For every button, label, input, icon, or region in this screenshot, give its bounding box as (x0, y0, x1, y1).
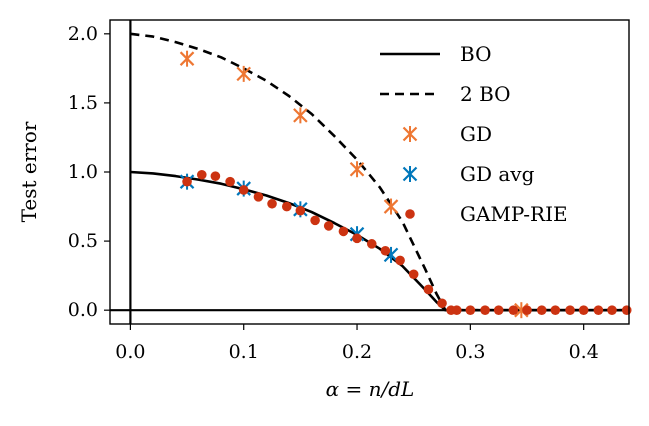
point-gamp-rie-1 (196, 169, 207, 180)
point-gamp-rie-17 (423, 284, 434, 295)
legend-swatch-gamp-rie (405, 209, 415, 219)
point-gd-2 (293, 107, 308, 124)
point-gamp-rie-6 (267, 198, 277, 209)
legend-swatch-gd-avg (402, 166, 418, 182)
point-gamp-rie-11 (338, 226, 349, 237)
point-gamp-rie-29 (578, 305, 589, 315)
y-axis-label: Test error (17, 121, 41, 222)
y-tick-label-3: 1.5 (68, 92, 98, 114)
x-axis-label: α = n/dL (326, 377, 415, 401)
point-gamp-rie-3 (225, 176, 235, 187)
point-gd-1 (236, 65, 251, 82)
point-gamp-rie-15 (395, 255, 405, 266)
point-gamp-rie-31 (607, 305, 617, 315)
x-tick-label-4: 0.4 (569, 341, 599, 363)
point-gamp-rie-2 (210, 171, 221, 181)
point-gamp-rie-7 (281, 201, 292, 212)
point-gamp-rie-25 (522, 305, 532, 315)
point-gamp-rie-27 (550, 305, 561, 315)
point-gamp-rie-30 (593, 305, 604, 315)
x-tick-label-1: 0.1 (229, 341, 259, 363)
point-gd-0 (179, 50, 195, 67)
point-gamp-rie-14 (380, 245, 391, 256)
legend-label-gamp-rie: GAMP-RIE (460, 202, 568, 226)
legend-swatch-gd (402, 126, 418, 142)
legend-label-gd: GD (460, 122, 492, 146)
ticks-layer: 0.0 0.1 0.2 0.3 0.4 0.0 0.5 1.0 1.5 2.0 (68, 23, 599, 363)
point-gamp-rie-5 (253, 192, 264, 202)
legend-label-2-bo: 2 BO (460, 82, 511, 106)
y-tick-label-0: 0.0 (68, 299, 98, 321)
point-gamp-rie-24 (508, 305, 519, 315)
x-tick-label-3: 0.3 (455, 341, 485, 363)
point-gamp-rie-21 (465, 305, 476, 315)
point-gd-3 (349, 161, 365, 178)
point-gamp-rie-23 (493, 305, 504, 315)
series-line-2-bo (130, 32, 629, 312)
point-gamp-rie-32 (621, 305, 632, 315)
point-gamp-rie-13 (366, 239, 377, 249)
point-gamp-rie-10 (323, 221, 334, 231)
point-gamp-rie-28 (565, 305, 575, 315)
point-gamp-rie-26 (536, 305, 547, 315)
y-tick-label-1: 0.5 (68, 230, 98, 252)
point-gamp-rie-12 (352, 233, 362, 244)
point-gamp-rie-4 (238, 185, 249, 195)
y-tick-label-2: 1.0 (68, 161, 98, 183)
point-gamp-rie-20 (451, 305, 462, 315)
y-tick-label-4: 2.0 (68, 23, 98, 45)
point-gd-4 (383, 198, 399, 215)
point-gamp-rie-8 (295, 205, 306, 216)
point-gamp-rie-9 (310, 215, 320, 226)
point-gamp-rie-22 (480, 305, 490, 315)
plot-background (110, 20, 629, 324)
legend: BO 2 BO GD GD avg GAMP-RIE (380, 42, 568, 226)
x-tick-label-0: 0.0 (115, 341, 145, 363)
legend-label-bo: BO (460, 42, 491, 66)
point-gamp-rie-16 (408, 269, 419, 280)
legend-label-gd-avg: GD avg (460, 162, 535, 186)
x-tick-label-2: 0.2 (342, 341, 372, 363)
point-gamp-rie-18 (437, 298, 447, 309)
point-gamp-rie-0 (182, 176, 192, 187)
